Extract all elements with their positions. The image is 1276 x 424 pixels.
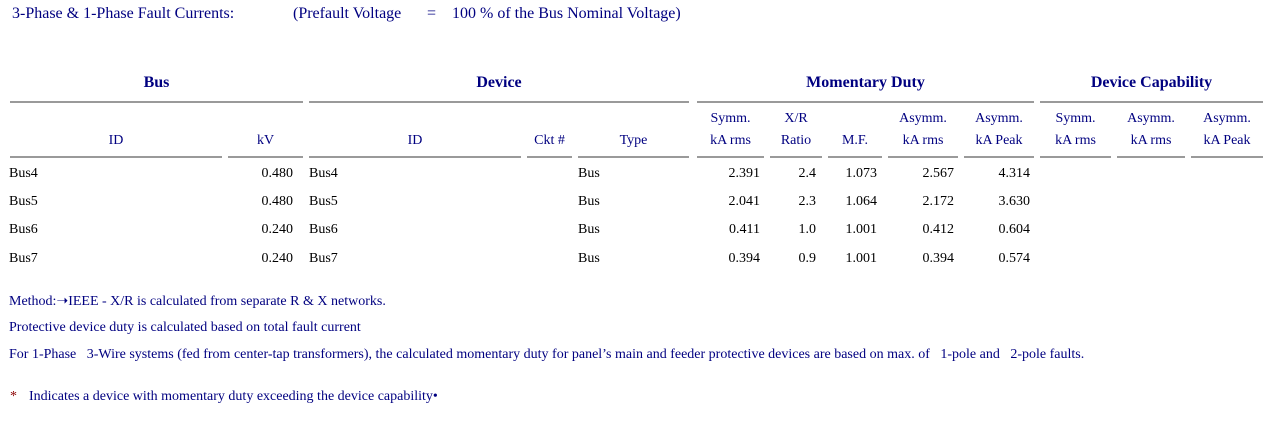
col-ckt: Ckt # <box>534 133 565 148</box>
cell-asym-rms: 0.394 <box>922 251 955 266</box>
cell-mf: 1.073 <box>845 166 878 181</box>
one-phase-note: For 1-Phase 3-Wire systems (fed from cen… <box>9 347 1085 362</box>
arrow-icon: ➝ <box>56 294 69 309</box>
group-device-capability: Device Capability <box>1090 74 1213 91</box>
cell-bus-id: Bus4 <box>9 166 38 181</box>
group-rule-momentary <box>697 101 1034 103</box>
cell-xr: 2.3 <box>798 194 817 209</box>
group-momentary-duty: Momentary Duty <box>806 74 925 91</box>
col-rule-xr <box>770 156 822 158</box>
col-device-id: ID <box>407 133 423 148</box>
cell-kv: 0.480 <box>261 166 294 181</box>
col-symm-line1: Symm. <box>710 111 751 126</box>
cell-symm: 0.394 <box>728 251 761 266</box>
cell-asym-peak: 0.604 <box>998 222 1031 237</box>
col-rule-kv <box>228 156 303 158</box>
col-asym-rms-line2: kA rms <box>902 133 944 148</box>
col-asym-peak-line2: kA Peak <box>975 133 1023 148</box>
method-label: Method: <box>9 294 57 309</box>
method-note: Method:➝IEEE - X/R is calculated from se… <box>9 293 386 310</box>
cell-device-id: Bus6 <box>309 222 338 237</box>
cell-asym-peak: 4.314 <box>998 166 1031 181</box>
col-rule-asym-rms <box>888 156 958 158</box>
cell-asym-rms: 2.172 <box>922 194 955 209</box>
col-asym-peak-line1: Asymm. <box>975 111 1023 126</box>
group-rule-capability <box>1040 101 1263 103</box>
col-rule-symm <box>697 156 764 158</box>
cell-symm: 2.041 <box>728 194 761 209</box>
asterisk-marker: * <box>10 389 17 404</box>
cell-device-id: Bus4 <box>309 166 338 181</box>
cell-xr: 2.4 <box>798 166 817 181</box>
cell-mf: 1.064 <box>845 194 878 209</box>
col-rule-cap-asym-peak <box>1191 156 1263 158</box>
col-rule-device-id <box>309 156 521 158</box>
col-asym-rms-line1: Asymm. <box>899 111 947 126</box>
cell-kv: 0.240 <box>261 251 294 266</box>
col-cap-asym-peak-line2: kA Peak <box>1203 133 1251 148</box>
method-text: IEEE - X/R is calculated from separate R… <box>68 294 386 309</box>
col-kv: kV <box>256 133 275 148</box>
cell-kv: 0.240 <box>261 222 294 237</box>
indicates-text: Indicates a device with momentary duty e… <box>29 389 433 404</box>
cell-xr: 0.9 <box>798 251 817 266</box>
cell-type: Bus <box>578 251 600 266</box>
cell-kv: 0.480 <box>261 194 294 209</box>
cell-asym-rms: 2.567 <box>922 166 955 181</box>
cell-asym-rms: 0.412 <box>922 222 955 237</box>
indicates-note: Indicates a device with momentary duty e… <box>29 389 438 405</box>
cell-asym-peak: 0.574 <box>998 251 1031 266</box>
group-rule-device <box>309 101 689 103</box>
cell-symm: 0.411 <box>729 222 760 237</box>
prefault-equals: = <box>427 5 437 22</box>
col-symm-line2: kA rms <box>710 133 751 148</box>
col-rule-ckt <box>527 156 572 158</box>
col-xr-line2: Ratio <box>780 133 812 148</box>
cell-type: Bus <box>578 222 600 237</box>
prefault-label: (Prefault Voltage <box>293 5 402 22</box>
report-title: 3-Phase & 1-Phase Fault Currents: <box>12 5 235 22</box>
cell-asym-peak: 3.630 <box>998 194 1031 209</box>
prefault-value: 100 % of the Bus Nominal Voltage) <box>452 5 681 22</box>
cell-bus-id: Bus5 <box>9 194 38 209</box>
col-cap-asym-peak-line1: Asymm. <box>1203 111 1251 126</box>
col-rule-mf <box>828 156 882 158</box>
cell-device-id: Bus7 <box>309 251 338 266</box>
group-bus: Bus <box>143 74 170 91</box>
cell-bus-id: Bus6 <box>9 222 38 237</box>
col-rule-type <box>578 156 689 158</box>
col-cap-asym-rms-line1: Asymm. <box>1127 111 1175 126</box>
cell-type: Bus <box>578 194 600 209</box>
cell-bus-id: Bus7 <box>9 251 38 266</box>
cell-xr: 1.0 <box>798 222 817 237</box>
col-mf: M.F. <box>841 133 869 148</box>
col-rule-asym-peak <box>964 156 1034 158</box>
col-bus-id: ID <box>108 133 124 148</box>
group-device: Device <box>476 74 522 91</box>
col-rule-cap-symm <box>1040 156 1111 158</box>
group-rule-bus <box>10 101 303 103</box>
cell-symm: 2.391 <box>728 166 761 181</box>
cell-mf: 1.001 <box>845 251 878 266</box>
col-rule-bus-id <box>10 156 222 158</box>
col-type: Type <box>619 133 648 148</box>
col-cap-symm-line1: Symm. <box>1055 111 1096 126</box>
col-rule-cap-asym-rms <box>1117 156 1185 158</box>
protective-note: Protective device duty is calculated bas… <box>9 320 361 335</box>
col-cap-symm-line2: kA rms <box>1055 133 1096 148</box>
col-cap-asym-rms-line2: kA rms <box>1130 133 1172 148</box>
bullet-dot-icon: • <box>432 389 438 404</box>
col-xr-line1: X/R <box>784 111 808 126</box>
cell-device-id: Bus5 <box>309 194 338 209</box>
cell-type: Bus <box>578 166 600 181</box>
cell-mf: 1.001 <box>845 222 878 237</box>
